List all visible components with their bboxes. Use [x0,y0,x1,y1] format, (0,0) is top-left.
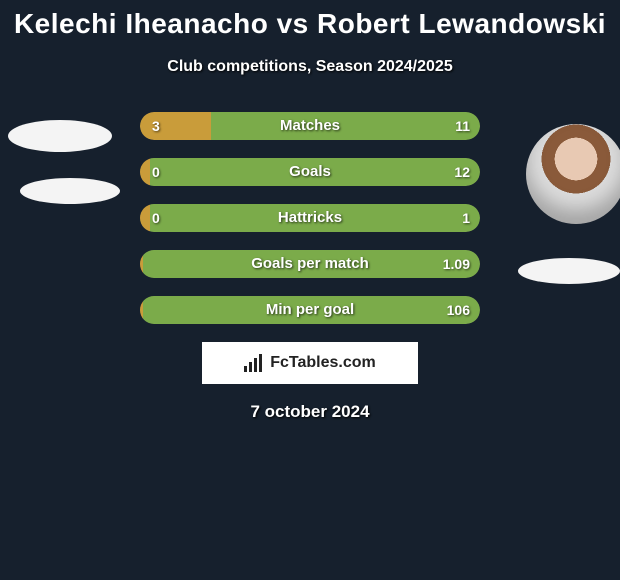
stat-label: Min per goal [140,296,480,324]
stat-row: 012Goals [140,158,480,186]
stat-row: 106Min per goal [140,296,480,324]
stats-container: 311Matches 012Goals 01Hattricks 1.09Goals p… [0,112,620,324]
stat-row: 1.09Goals per match [140,250,480,278]
page-title: Kelechi Iheanacho vs Robert Lewandowski [0,0,620,40]
subtitle: Club competitions, Season 2024/2025 [0,58,620,76]
stat-label: Goals [140,158,480,186]
bar-chart-icon [244,354,264,372]
stat-row: 01Hattricks [140,204,480,232]
stat-label: Goals per match [140,250,480,278]
stat-label: Hattricks [140,204,480,232]
stat-row: 311Matches [140,112,480,140]
brand-badge: FcTables.com [202,342,418,384]
stat-label: Matches [140,112,480,140]
brand-label: FcTables.com [270,354,376,372]
footer-date: 7 october 2024 [0,402,620,422]
